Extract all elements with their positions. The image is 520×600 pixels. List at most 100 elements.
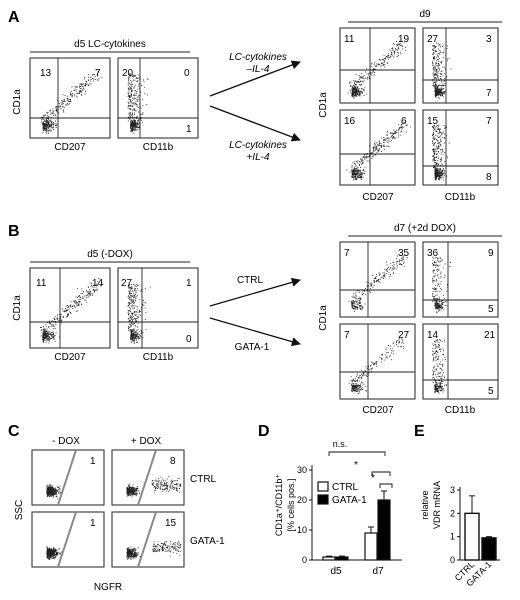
panel-b-plot-ctrl-cd207 xyxy=(339,241,416,318)
quad-number: 5 xyxy=(488,304,494,315)
quad-number: 14 xyxy=(427,330,439,341)
quad-number: 1 xyxy=(186,278,192,289)
panel-d-ylabel-1: CD1a⁺/CD11b⁺ xyxy=(274,474,284,537)
arrow-a-top xyxy=(209,60,301,97)
d-sig-bracket xyxy=(328,451,386,456)
panel-b-left-ylabel: CD1a xyxy=(12,295,23,321)
e-y-tick-label: 0 xyxy=(450,555,455,565)
d-bar xyxy=(364,532,378,561)
scatter-c4 xyxy=(126,540,182,560)
panel-a-letter: A xyxy=(8,9,20,26)
d-legend-label: GATA-1 xyxy=(332,495,367,506)
d-bar xyxy=(377,499,391,561)
panel-e-ylabel-2: VDR mRNA xyxy=(432,481,442,529)
panel-b-right-xlabel-1: CD207 xyxy=(362,405,394,416)
scatter-b4 xyxy=(432,256,451,313)
e-y-tick-label: 3 xyxy=(450,485,455,495)
panel-a-left-header: d5 LC-cytokines xyxy=(74,39,146,50)
d-sig-bracket xyxy=(379,483,393,488)
d-x-tick-label: d7 xyxy=(372,566,384,577)
quad-number: 11 xyxy=(344,34,355,45)
quad-number: 1 xyxy=(90,456,96,467)
d-bar xyxy=(322,556,336,561)
panel-e-letter: E xyxy=(414,423,425,440)
panel-b-left-xlabel-1: CD207 xyxy=(54,352,86,363)
d-bar xyxy=(335,556,349,561)
panel-d-ns: n.s. xyxy=(333,439,348,449)
panel-d-letter: D xyxy=(258,423,270,440)
d-legend-swatch xyxy=(317,481,329,492)
panel-a-left-xlabel-1: CD207 xyxy=(54,142,86,153)
d-x-tick-label: d5 xyxy=(330,566,342,577)
scatter-a5 xyxy=(346,122,411,181)
d-y-tick-label: 30 xyxy=(297,465,307,475)
quad-number: 5 xyxy=(488,386,494,397)
arrow-b-bottom xyxy=(209,317,301,347)
e-bar xyxy=(481,537,497,561)
arrow-a-bottom-label-2: +IL-4 xyxy=(246,152,270,163)
quad-number: 27 xyxy=(398,330,410,341)
panel-d-ylabel-2: [% cells pos.] xyxy=(286,478,296,531)
arrow-b-bottom-label: GATA-1 xyxy=(235,342,270,353)
quad-number: 15 xyxy=(165,518,177,529)
quad-number: 27 xyxy=(121,278,133,289)
quad-number: 8 xyxy=(486,172,492,183)
scatter-c3 xyxy=(46,546,62,560)
quad-number: 21 xyxy=(484,330,496,341)
quad-number: 7 xyxy=(344,248,350,259)
d-legend-swatch xyxy=(317,494,329,505)
quad-number: 36 xyxy=(427,248,439,259)
panel-a-right-xlabel-2: CD11b xyxy=(445,192,476,203)
panel-c-letter: C xyxy=(8,423,20,440)
panel-b-right-xlabel-2: CD11b xyxy=(445,405,476,416)
d-sig-bracket xyxy=(371,471,391,476)
panel-c-col-minus: - DOX xyxy=(52,436,80,447)
scatter-c1 xyxy=(46,484,62,500)
panel-b: B d5 (-DOX) CD1a 11 14 CD207 27 1 0 CD11… xyxy=(8,223,502,416)
panel-c: C - DOX + DOX SSC 1 8 1 15 CTRL GATA-1 N… xyxy=(8,423,225,593)
chart-d: 0 10 20 30 d5 d7 CTRL GATA-1 xyxy=(297,451,402,577)
quad-number: 0 xyxy=(184,68,190,79)
panel-e-ylabel-1: relative xyxy=(420,490,430,519)
quad-number: 7 xyxy=(95,68,101,79)
quad-number: 16 xyxy=(344,116,356,127)
d-y-tick-label: 20 xyxy=(297,495,307,505)
arrow-a-bottom xyxy=(209,105,301,142)
quad-number: 27 xyxy=(427,34,439,45)
e-bar xyxy=(464,512,480,561)
panel-b-letter: B xyxy=(8,223,20,240)
quad-number: 7 xyxy=(344,330,350,341)
quad-number: 15 xyxy=(427,116,439,127)
panel-a: A d5 LC-cytokines CD1a 13 7 CD207 20 0 1… xyxy=(8,9,502,203)
quad-number: 13 xyxy=(40,68,52,79)
panel-c-row-gata: GATA-1 xyxy=(190,536,225,547)
scatter-c2 xyxy=(126,475,182,498)
panel-a-right-xlabel-1: CD207 xyxy=(362,192,394,203)
arrow-b-top xyxy=(209,277,301,307)
panel-c-col-plus: + DOX xyxy=(131,436,162,447)
scatter-a4 xyxy=(432,42,452,99)
arrow-a-bottom-label-1: LC-cytokines xyxy=(229,140,287,151)
panel-d-star-1: * xyxy=(354,460,358,471)
e-y-tick-label: 2 xyxy=(450,508,455,518)
scatter-a6 xyxy=(432,124,450,181)
scatter-b3 xyxy=(348,255,408,313)
panel-a-right-header: d9 xyxy=(419,9,431,20)
quad-number: 7 xyxy=(486,88,492,99)
quad-number: 6 xyxy=(401,116,407,127)
panel-d: D CD1a⁺/CD11b⁺ [% cells pos.] 0 10 20 30 d5 d… xyxy=(258,423,402,577)
panel-b-left-xlabel-2: CD11b xyxy=(143,352,174,363)
quad-number: 11 xyxy=(36,278,47,289)
scatter-b5 xyxy=(348,334,408,395)
scatter-b1 xyxy=(40,277,104,344)
quad-number: 7 xyxy=(486,116,492,127)
e-y-tick-label: 1 xyxy=(450,532,455,542)
scatter-b2 xyxy=(127,283,151,344)
d-y-tick-label: 10 xyxy=(297,525,307,535)
quad-number: 3 xyxy=(486,34,492,45)
scatter-b6 xyxy=(432,338,449,394)
quad-number: 19 xyxy=(398,34,410,45)
